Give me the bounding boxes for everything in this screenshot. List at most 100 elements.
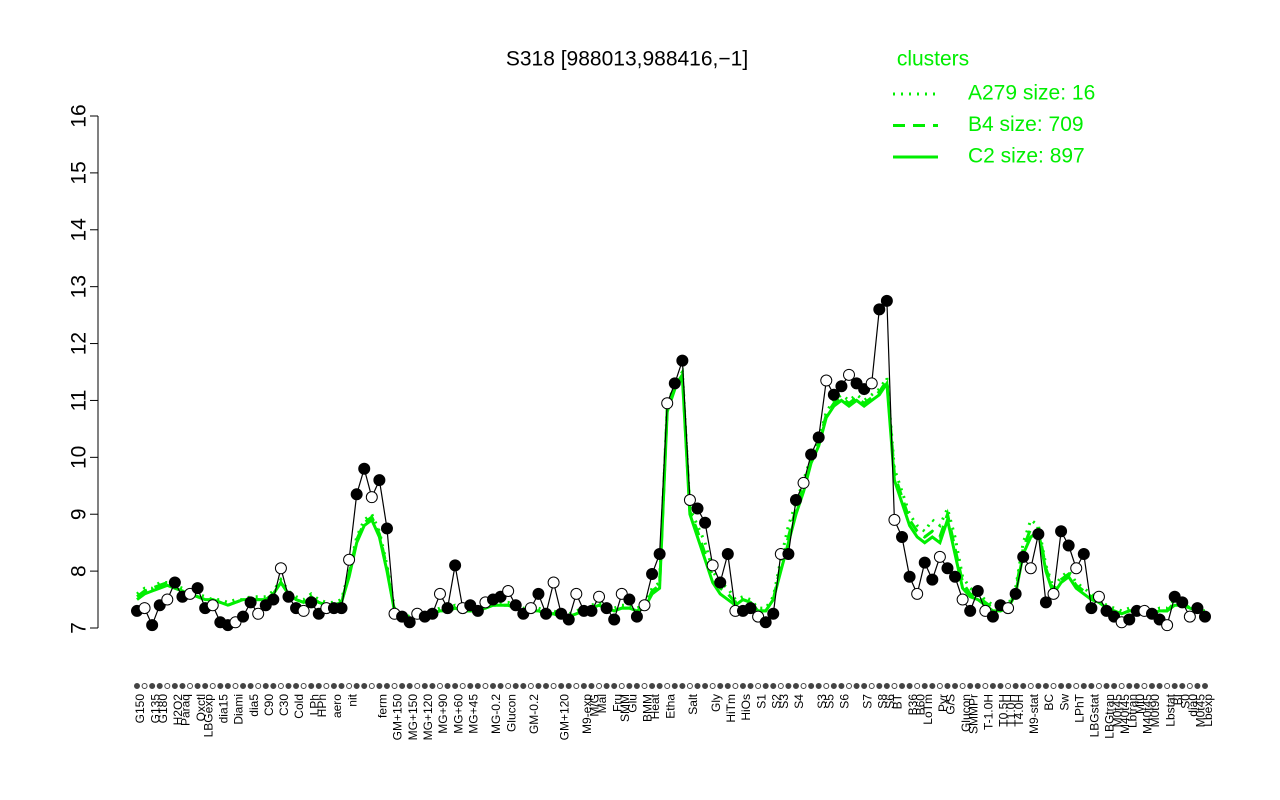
point [812,431,825,444]
y-tick-label: 8 [68,565,91,577]
rug-dot [997,683,1004,689]
rug-dot [596,683,603,689]
point [1062,539,1075,552]
point [880,294,893,307]
point [1161,619,1174,632]
point [971,585,984,598]
y-tick-label: 12 [68,332,91,355]
rug-dot [565,683,572,689]
rug-dot [785,683,792,689]
x-tick-label: Mt0 [1133,694,1147,714]
point [691,502,704,515]
rug-dot [171,683,178,689]
x-tick-label: M/G [588,694,602,717]
profile-line [136,299,1206,627]
rug-dot [1073,683,1080,689]
point [835,380,848,393]
point [653,548,666,561]
rug-dot [823,683,830,689]
x-tick-label: Lbstat [1163,693,1177,726]
x-tick-label: M9-stat [1027,693,1041,734]
point [547,576,560,589]
point [933,550,946,563]
rug-dot [194,683,201,689]
x-tick-label: Paraq [179,694,193,726]
rug-dot [1027,683,1034,689]
x-tick-label: Fru [610,694,624,712]
rug-dot [1042,683,1049,689]
point [297,604,310,617]
point [941,562,954,575]
y-tick-label: 15 [68,161,91,184]
rug-dot [308,683,315,689]
point [570,587,583,600]
point [903,570,916,583]
point [797,476,810,489]
x-tick-label: ferm [376,694,390,718]
rug-dot [209,683,216,689]
x-tick-label: LBGtran [1103,694,1117,739]
rug-dot [1111,683,1118,689]
rug-dot [323,683,330,689]
point [593,590,606,603]
rug-dot [770,683,777,689]
x-tick-label: LPh [307,694,321,715]
x-tick-label: B60 [913,694,927,716]
x-tick-label: G150 [133,694,147,724]
x-tick-label: M9-exp [580,694,594,734]
x-tick-label: S0 [1178,694,1192,709]
rug-dot [868,683,875,689]
x-tick-label: S2 [769,694,783,709]
y-tick-label: 7 [68,622,91,634]
point [502,585,515,598]
rug-dot [149,683,156,689]
rug-dot [300,683,307,689]
rug-dot [383,683,390,689]
point [888,513,901,526]
point [532,587,545,600]
legend-label: A279 size: 16 [968,82,1095,105]
rug-dot [974,683,981,689]
legend-label: C2 size: 897 [968,145,1085,168]
x-tick-label: MG+90 [436,694,450,734]
x-tick-label: BC [1042,694,1056,711]
point [964,604,977,617]
x-tick-label: Glu [626,694,640,713]
point [380,522,393,535]
point [403,616,416,629]
y-tick-label: 9 [68,508,91,520]
rug-dot [709,683,716,689]
rug-dot [792,683,799,689]
x-tick-label: Glucon [959,694,973,732]
rug-dot [406,683,413,689]
point [827,388,840,401]
point [161,593,174,606]
point [956,593,969,606]
rug-dot [618,683,625,689]
rug-dot [164,683,171,689]
legend-title: clusters [897,48,969,71]
x-tick-label: M0t90 [1148,694,1162,728]
rug-dot [914,683,921,689]
rug-dot [838,683,845,689]
x-tick-label: MG+60 [451,694,465,734]
point [896,530,909,543]
x-tick-label: LoTm [921,694,935,725]
cluster-line [136,370,1205,622]
x-tick-label: B36 [906,694,920,716]
point [714,576,727,589]
rug-dot [217,683,224,689]
rug-dot [732,683,739,689]
rug-dot [1035,683,1042,689]
rug-dot [1141,683,1148,689]
point [744,602,757,615]
point [767,607,780,620]
cluster-line [136,367,1205,619]
rug-dot [876,683,883,689]
point [721,548,734,561]
x-tick-label: BI [1171,694,1185,705]
point [1009,587,1022,600]
x-tick-label: M40t45 [1141,694,1155,734]
x-tick-label: LBGstat [1088,693,1102,737]
rug-dot [573,683,580,689]
